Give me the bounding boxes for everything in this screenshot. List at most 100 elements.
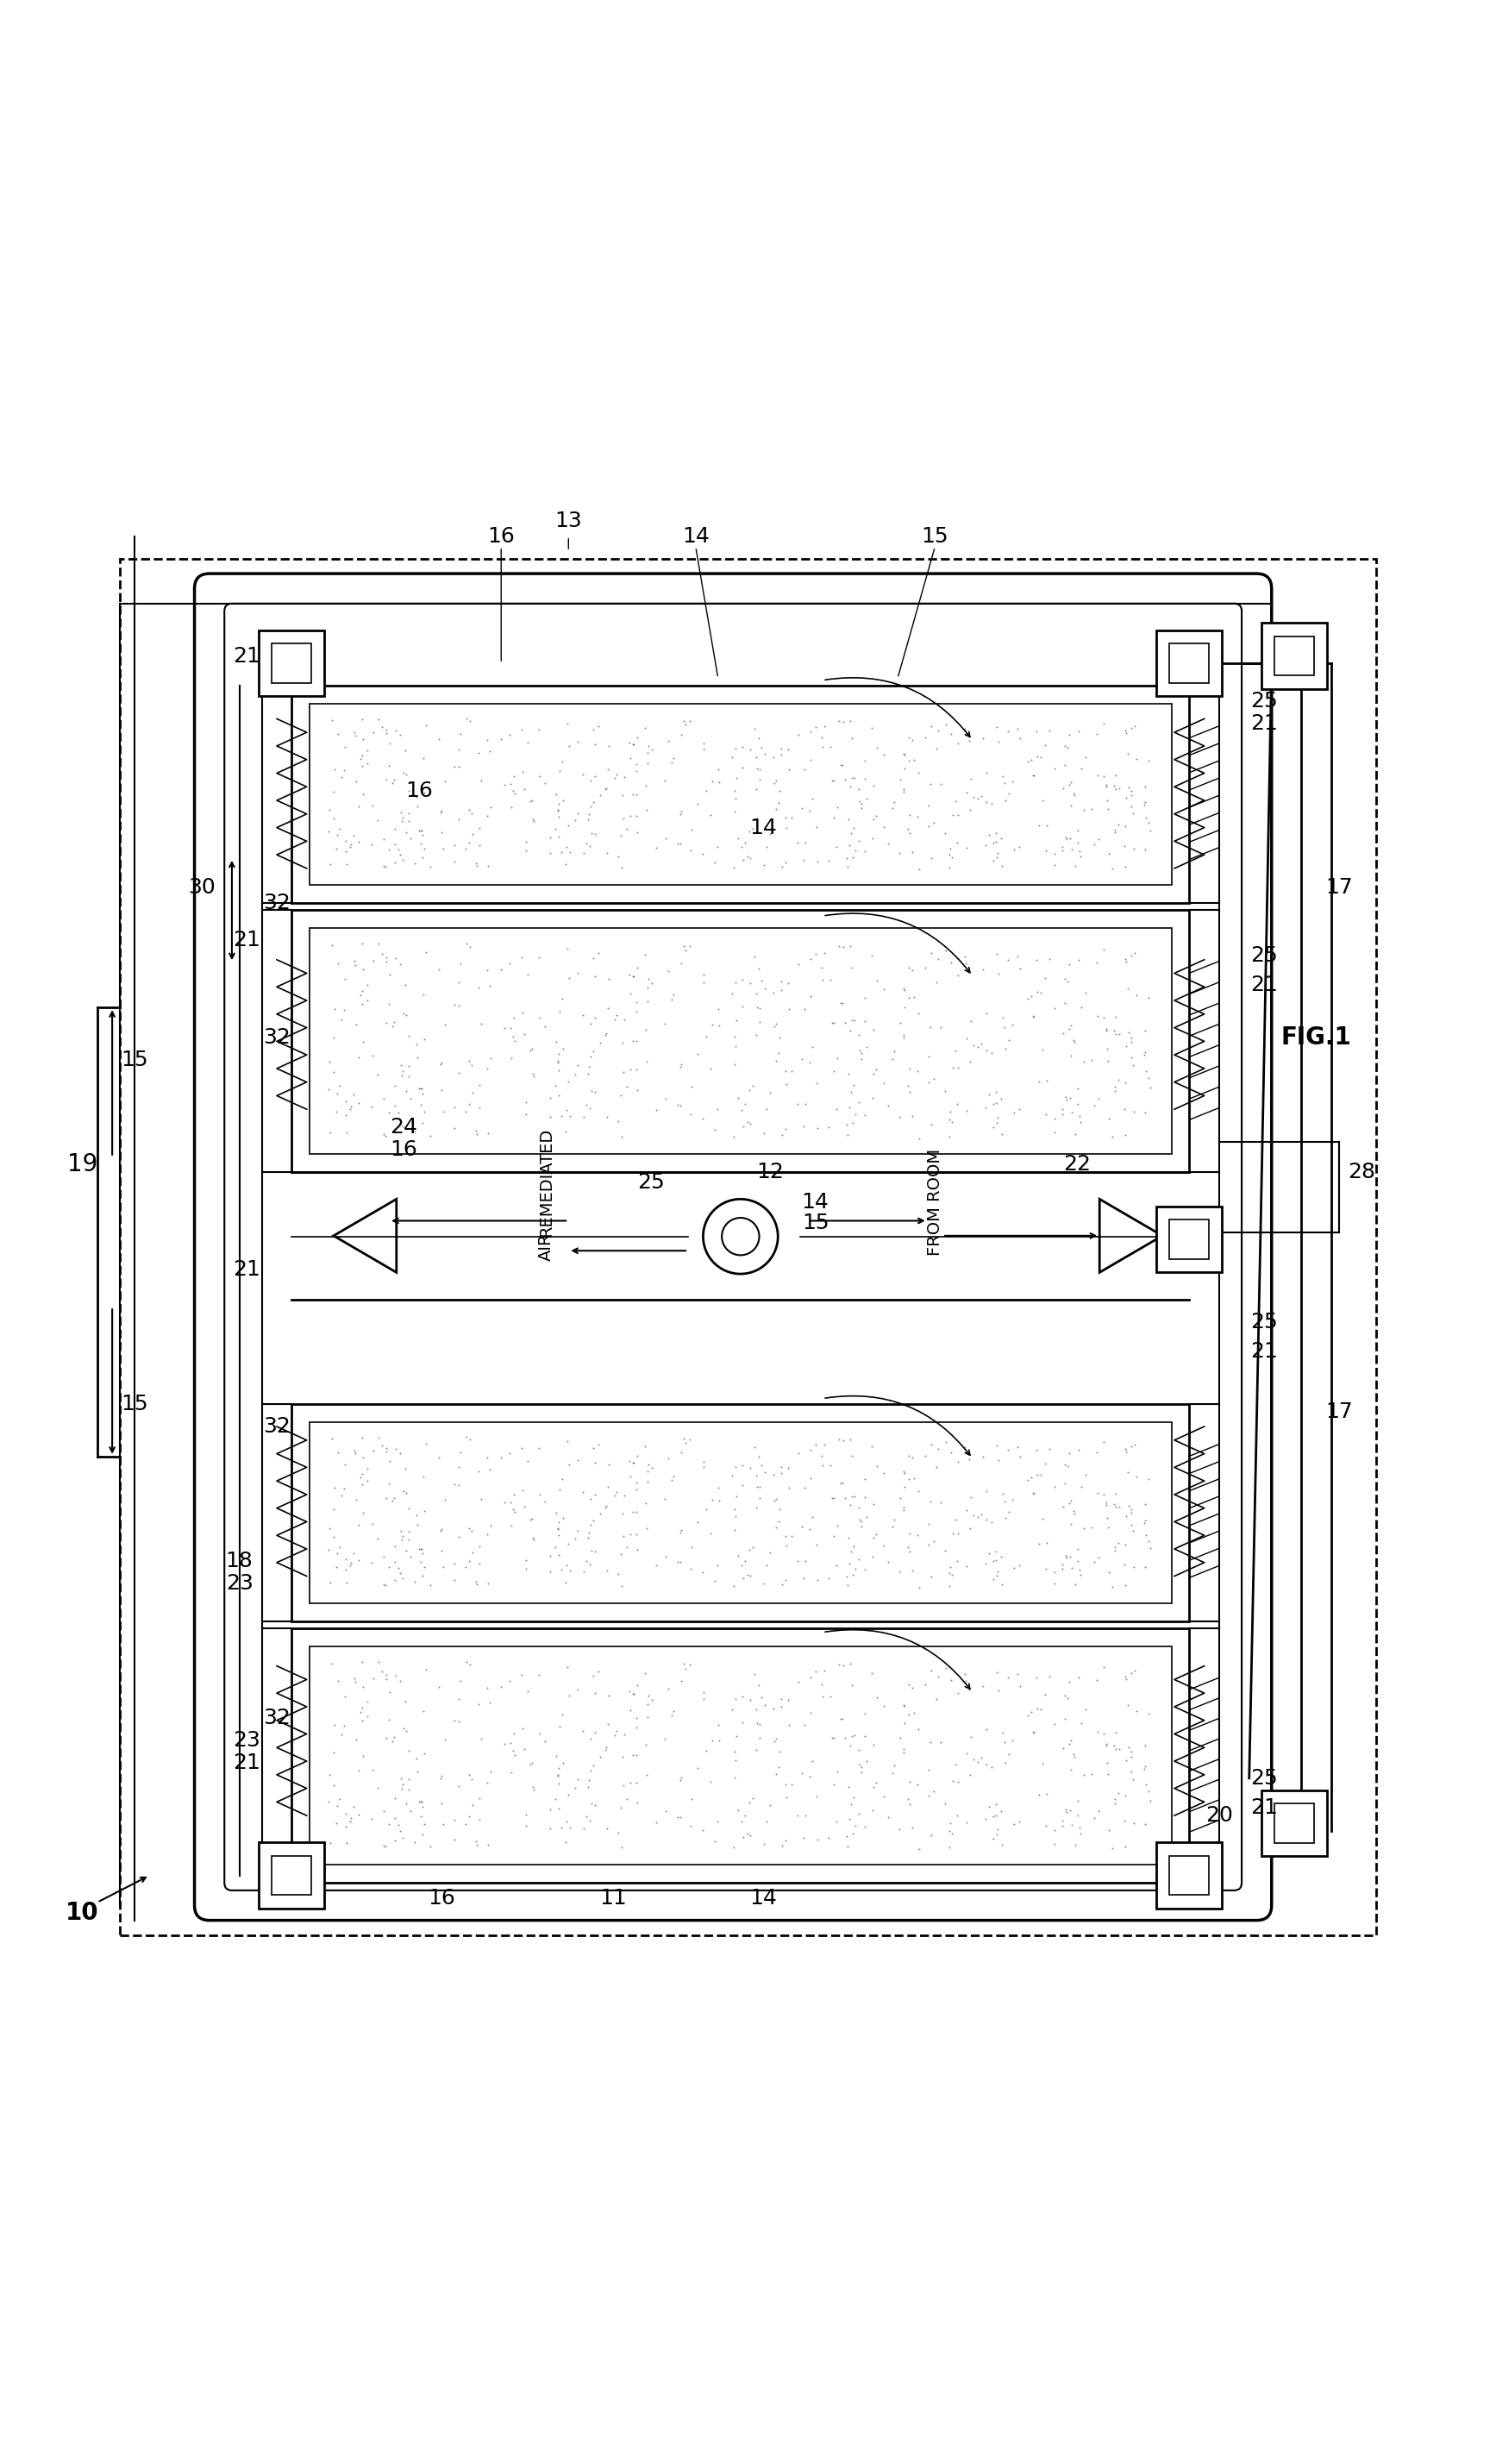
Point xyxy=(554,1823,577,1863)
Point xyxy=(458,702,482,742)
Point xyxy=(513,823,537,862)
Point xyxy=(492,1725,516,1764)
Point xyxy=(522,1057,546,1096)
Point xyxy=(996,1493,1020,1533)
Point xyxy=(706,828,730,867)
Point xyxy=(510,1708,534,1747)
Point xyxy=(984,823,1008,862)
Point xyxy=(410,1530,434,1570)
Point xyxy=(577,1759,601,1799)
Point xyxy=(512,769,536,808)
Bar xyxy=(1156,631,1222,697)
Point xyxy=(724,1476,748,1515)
Point xyxy=(767,1018,791,1057)
Point xyxy=(361,1432,384,1471)
Point xyxy=(500,1752,524,1791)
Point xyxy=(434,1005,458,1045)
Point xyxy=(594,1013,618,1052)
Point xyxy=(1085,1661,1109,1700)
Point xyxy=(1101,1828,1125,1868)
Point xyxy=(1104,1015,1128,1055)
Point xyxy=(1101,1116,1125,1156)
Point xyxy=(862,1055,886,1094)
Point xyxy=(557,1676,580,1715)
Point xyxy=(371,1427,395,1466)
Point xyxy=(393,1710,417,1749)
Point xyxy=(365,1518,389,1557)
Point xyxy=(887,1552,911,1592)
Point xyxy=(343,712,367,752)
Point xyxy=(1058,1434,1082,1473)
Point xyxy=(660,981,684,1020)
Point xyxy=(521,1030,545,1069)
Point xyxy=(465,1565,489,1604)
Point xyxy=(555,1545,579,1584)
Point xyxy=(597,1444,621,1483)
Bar xyxy=(1275,1804,1313,1843)
Point xyxy=(344,946,368,986)
Point xyxy=(776,1469,800,1508)
Point xyxy=(1115,1025,1138,1064)
Point xyxy=(468,1528,492,1567)
Point xyxy=(1086,1712,1110,1752)
Point xyxy=(758,1072,782,1111)
Point xyxy=(833,1717,857,1757)
Point xyxy=(390,1515,414,1555)
Point xyxy=(411,1804,435,1843)
Point xyxy=(467,1685,491,1725)
Point xyxy=(361,941,384,981)
Point xyxy=(907,850,931,890)
Point xyxy=(708,1720,732,1759)
Point xyxy=(942,1745,966,1784)
Point xyxy=(595,988,619,1027)
Point xyxy=(461,1533,485,1572)
Point xyxy=(907,1119,931,1158)
Point xyxy=(1134,766,1158,806)
Point xyxy=(1106,806,1129,845)
Point xyxy=(1119,776,1143,816)
Point xyxy=(374,710,398,749)
Text: REMEDIATED: REMEDIATED xyxy=(539,1129,554,1237)
Point xyxy=(582,1032,606,1072)
Point xyxy=(724,1446,748,1486)
Point xyxy=(787,944,811,983)
Point xyxy=(594,1015,618,1055)
Point xyxy=(881,1501,905,1540)
Point xyxy=(679,1550,703,1589)
Point xyxy=(543,808,567,848)
Point xyxy=(583,1673,607,1712)
Point xyxy=(338,1799,362,1838)
Point xyxy=(479,1752,503,1791)
Point xyxy=(381,1003,405,1042)
Point xyxy=(905,798,929,838)
Point xyxy=(510,1429,534,1469)
Point xyxy=(764,1508,788,1547)
Point xyxy=(766,784,790,823)
Point xyxy=(1122,1804,1146,1843)
Point xyxy=(898,1513,922,1552)
Text: 21: 21 xyxy=(1251,1340,1278,1363)
Point xyxy=(824,1089,848,1129)
Point xyxy=(1104,1488,1128,1528)
Text: 21: 21 xyxy=(233,646,260,665)
Point xyxy=(477,732,501,771)
Point xyxy=(669,1087,693,1126)
Point xyxy=(555,1422,579,1461)
Point xyxy=(824,1545,848,1584)
Point xyxy=(962,779,986,818)
Point xyxy=(699,1050,723,1089)
Point xyxy=(1094,1486,1118,1525)
Point xyxy=(977,1786,1001,1826)
Point xyxy=(1034,1676,1058,1715)
Point xyxy=(597,727,621,766)
Point xyxy=(335,1111,359,1151)
Point xyxy=(821,798,845,838)
Point xyxy=(679,1779,703,1818)
Point xyxy=(1104,769,1128,808)
Point xyxy=(838,825,862,865)
Point xyxy=(546,1749,570,1789)
Point xyxy=(853,978,877,1018)
Point xyxy=(1113,848,1137,887)
Point xyxy=(371,1079,395,1119)
Point xyxy=(1053,1676,1077,1715)
